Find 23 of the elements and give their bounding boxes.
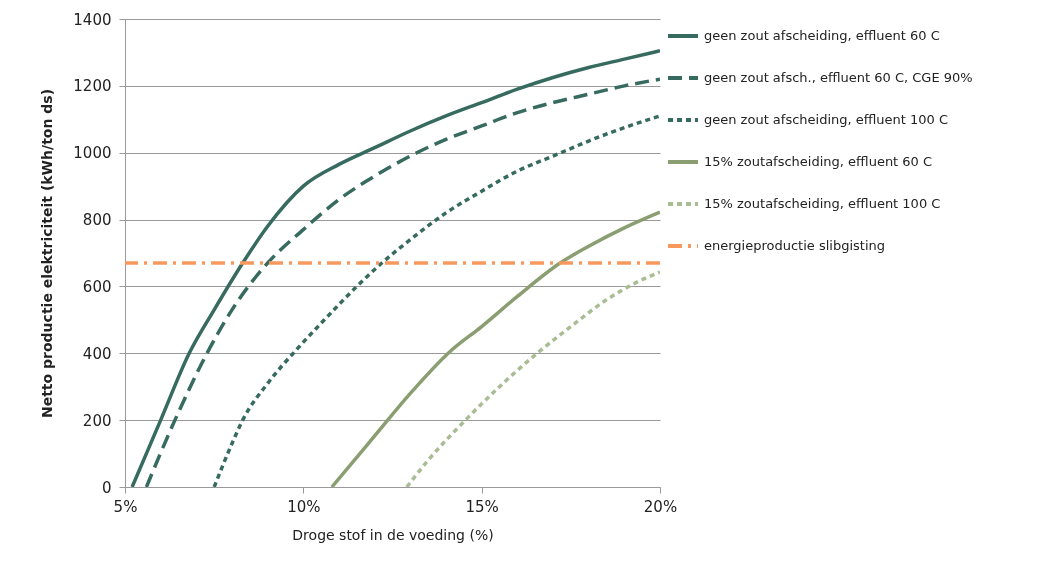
legend-label: geen zout afscheiding, effluent 100 C — [704, 112, 949, 127]
x-tick-label: 5% — [113, 497, 138, 516]
legend-label: 15% zoutafscheiding, effluent 60 C — [704, 154, 933, 169]
line-series — [405, 270, 660, 487]
y-tick-label: 400 — [82, 344, 112, 363]
legend-label: energieproductie slibgisting — [704, 238, 886, 253]
x-tick-label: 10% — [287, 497, 321, 516]
y-tick-label: 200 — [82, 411, 112, 430]
y-tick-label: 600 — [82, 277, 112, 296]
line-series — [330, 210, 660, 487]
legend-label: 15% zoutafscheiding, effluent 100 C — [704, 196, 941, 211]
x-axis-title: Droge stof in de voeding (%) — [292, 526, 494, 543]
y-tick-label: 800 — [82, 211, 112, 230]
y-tick-label: 0 — [101, 478, 112, 497]
y-tick-label: 1200 — [73, 77, 112, 96]
legend-label: geen zout afsch., effluent 60 C, CGE 90% — [704, 70, 973, 85]
x-tick-label: 20% — [643, 497, 678, 516]
line-series — [212, 114, 660, 487]
y-tick-label: 1400 — [73, 10, 112, 29]
x-tick-label: 15% — [465, 497, 499, 516]
y-tick-label: 1000 — [73, 144, 112, 163]
legend-label: geen zout afscheiding, effluent 60 C — [704, 28, 940, 43]
y-axis-title: Netto productie elektriciteit (kWh/ton ds) — [39, 88, 56, 419]
